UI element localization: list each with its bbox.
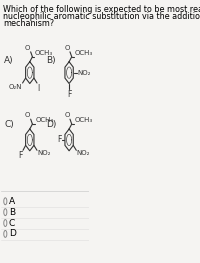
- Text: F: F: [18, 151, 23, 160]
- Text: C: C: [9, 219, 15, 227]
- Text: F: F: [57, 135, 61, 144]
- Text: NO₂: NO₂: [37, 150, 51, 156]
- Text: C): C): [4, 120, 14, 129]
- Text: OCH₃: OCH₃: [75, 117, 93, 123]
- Text: B: B: [9, 208, 15, 217]
- Text: O: O: [64, 45, 70, 51]
- Text: D): D): [46, 120, 57, 129]
- Text: F: F: [67, 90, 71, 99]
- Text: I: I: [37, 84, 40, 93]
- Text: nucleophilic aromatic substitution via the addition-elimination: nucleophilic aromatic substitution via t…: [3, 12, 200, 21]
- Text: NO₂: NO₂: [77, 150, 90, 156]
- Text: NO₂: NO₂: [77, 70, 91, 76]
- Text: OCH₃: OCH₃: [35, 117, 54, 123]
- Text: OCH₃: OCH₃: [35, 50, 53, 56]
- Text: B): B): [46, 56, 56, 65]
- Text: D: D: [9, 229, 16, 238]
- Text: OCH₃: OCH₃: [75, 50, 93, 56]
- Text: O: O: [25, 45, 30, 51]
- Text: mechanism?: mechanism?: [3, 19, 54, 28]
- Text: O: O: [64, 112, 70, 118]
- Text: O: O: [25, 112, 30, 118]
- Text: A): A): [4, 56, 14, 65]
- Text: O₂N: O₂N: [9, 84, 22, 90]
- Text: Which of the following is expected to be most reactive towards a: Which of the following is expected to be…: [3, 5, 200, 14]
- Text: A: A: [9, 197, 15, 206]
